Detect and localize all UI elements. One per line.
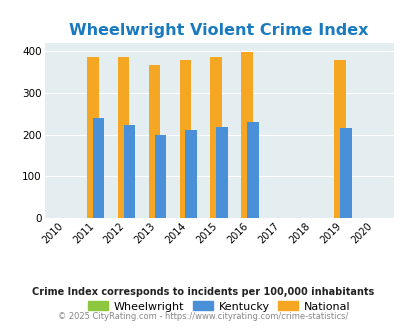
Bar <box>210 57 222 218</box>
Bar <box>241 52 252 218</box>
Bar <box>185 130 197 218</box>
Bar <box>154 135 166 218</box>
Text: © 2025 CityRating.com - https://www.cityrating.com/crime-statistics/: © 2025 CityRating.com - https://www.city… <box>58 312 347 321</box>
Bar <box>117 57 129 218</box>
Bar <box>333 60 345 218</box>
Bar <box>179 60 191 218</box>
Bar <box>87 57 98 218</box>
Bar <box>123 125 135 218</box>
Bar <box>247 121 258 218</box>
Title: Wheelwright Violent Crime Index: Wheelwright Violent Crime Index <box>69 22 368 38</box>
Bar <box>148 65 160 218</box>
Bar <box>216 127 228 218</box>
Legend: Wheelwright, Kentucky, National: Wheelwright, Kentucky, National <box>83 297 354 316</box>
Bar <box>339 128 351 218</box>
Bar <box>92 118 104 218</box>
Text: Crime Index corresponds to incidents per 100,000 inhabitants: Crime Index corresponds to incidents per… <box>32 287 373 297</box>
